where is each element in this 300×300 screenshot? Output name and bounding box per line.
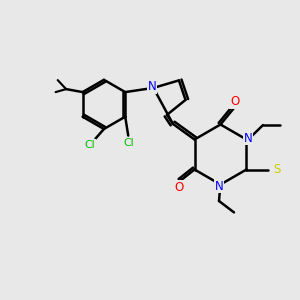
Text: O: O [174, 181, 183, 194]
Text: O: O [230, 95, 239, 108]
Text: S: S [273, 163, 280, 176]
Text: N: N [148, 80, 156, 93]
Text: Cl: Cl [124, 137, 134, 148]
Text: N: N [214, 179, 224, 193]
Text: Cl: Cl [84, 140, 95, 150]
Text: N: N [244, 131, 252, 145]
